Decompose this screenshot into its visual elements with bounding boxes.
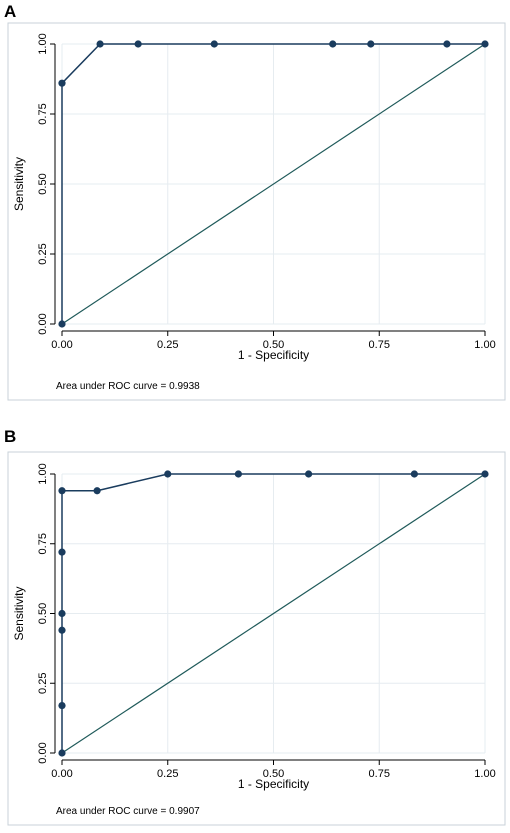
roc-data-point (443, 40, 451, 48)
roc-data-point (58, 626, 66, 634)
y-tick-label: 0.50 (37, 173, 49, 194)
x-tick-label: 1.00 (474, 768, 495, 780)
x-tick-label: 0.25 (157, 339, 178, 351)
auc-annotation: Area under ROC curve = 0.9938 (56, 381, 200, 392)
chart-frame (7, 451, 506, 826)
roc-data-point (58, 609, 66, 618)
y-axis-title: Sensitivity (12, 157, 26, 211)
reference-diagonal-line (61, 473, 486, 754)
panel-label-a: A (4, 2, 17, 21)
roc-curve-line (61, 473, 485, 753)
roc-data-point (164, 470, 172, 478)
roc-data-point (93, 487, 101, 495)
x-tick-label: 0.50 (263, 339, 284, 351)
roc-chart-b: 0.00 0.25 0.50 0.75 1.00 0.00 0.25 0.50 0.75 1.00… (7, 451, 506, 826)
roc-data-point (305, 470, 313, 478)
roc-data-point (96, 40, 104, 48)
roc-data-point (481, 470, 489, 478)
x-axis-title: 1 - Specificity (238, 777, 309, 791)
roc-data-point (410, 470, 418, 478)
reference-diagonal-line (61, 43, 486, 325)
panel-label-b: B (4, 427, 17, 446)
y-tick-label: 0.50 (37, 603, 49, 624)
y-tick-label: 0.25 (37, 243, 49, 264)
y-tick-label: 1.00 (37, 33, 49, 54)
y-tick-label: 0.00 (37, 742, 49, 763)
y-tick-label: 0.25 (37, 673, 49, 694)
x-tick-label: 0.00 (51, 768, 72, 780)
y-tick-label: 0.75 (37, 533, 49, 554)
x-axis-title: 1 - Specificity (238, 348, 309, 362)
roc-data-point (58, 320, 66, 328)
roc-data-point (210, 40, 218, 48)
roc-data-point (234, 470, 242, 478)
x-tick-label: 0.75 (369, 768, 390, 780)
roc-data-point (58, 701, 66, 710)
roc-data-point (58, 487, 66, 495)
roc-data-point (367, 40, 375, 48)
x-tick-label: 0.00 (51, 339, 72, 351)
x-tick-label: 0.75 (369, 339, 390, 351)
roc-data-point (58, 79, 66, 87)
auc-annotation: Area under ROC curve = 0.9907 (56, 806, 200, 817)
roc-data-point (134, 40, 142, 48)
y-tick-label: 0.75 (37, 103, 49, 124)
roc-data-point (58, 548, 66, 556)
roc-data-point (58, 749, 66, 757)
roc-data-point (481, 40, 489, 48)
x-tick-label: 1.00 (474, 339, 495, 351)
y-axis-title: Sensitivity (12, 586, 26, 640)
roc-data-point (329, 40, 337, 48)
y-tick-label: 0.00 (37, 313, 49, 334)
roc-chart-a: 0.00 0.25 0.50 0.75 1.00 0.00 0.25 0.50 0.75 1.00… (7, 22, 506, 401)
x-tick-label: 0.50 (263, 768, 284, 780)
y-tick-label: 1.00 (37, 463, 49, 484)
x-tick-label: 0.25 (157, 768, 178, 780)
